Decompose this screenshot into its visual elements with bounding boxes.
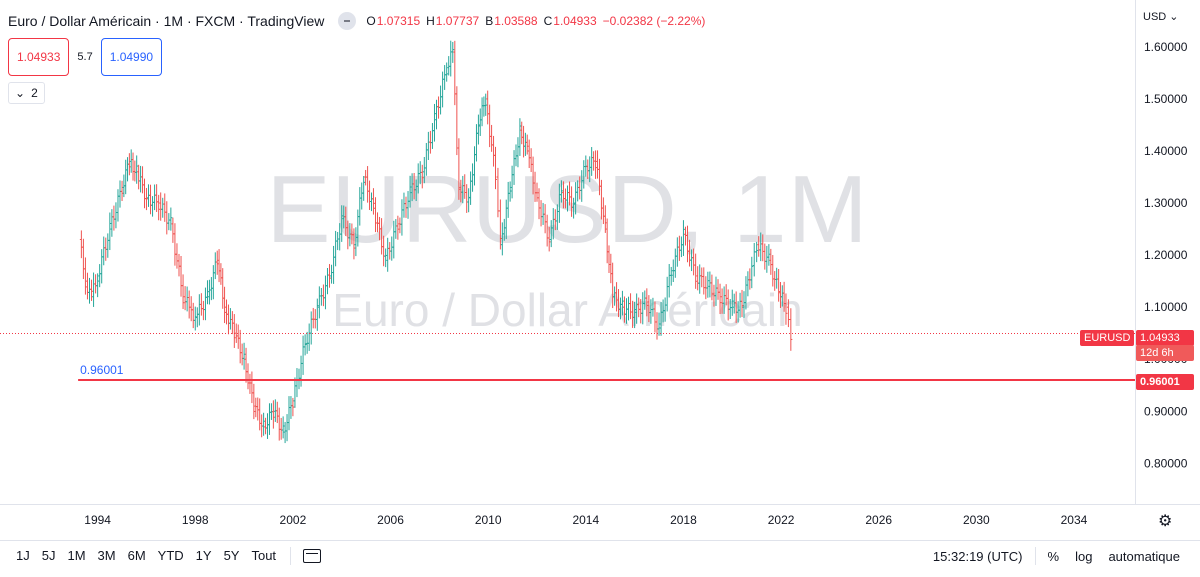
x-tick-label: 2018 (670, 513, 697, 527)
scale-tools: 15:32:19 (UTC) % log automatique (925, 541, 1188, 571)
buy-button[interactable]: 1.04990 (100, 38, 163, 76)
symbol-legend: Euro / Dollar Américain · 1M · FXCM · Tr… (8, 12, 705, 30)
trade-panel: 1.04933 5.7 1.04990 (8, 38, 163, 76)
change-value: −0.02382 (−2.22%) (602, 14, 706, 28)
horizontal-line-label: 0.96001 (80, 363, 124, 377)
range-button-6m[interactable]: 6M (127, 548, 146, 563)
range-button-3m[interactable]: 3M (97, 548, 116, 563)
range-button-1m[interactable]: 1M (67, 548, 86, 563)
visibility-toggle-icon[interactable] (338, 12, 357, 30)
x-tick-label: 2026 (865, 513, 892, 527)
chevron-down-icon: ⌄ (1169, 11, 1179, 23)
indicator-count: 2 (31, 86, 38, 100)
divider (1034, 547, 1036, 565)
low-value: 1.03588 (494, 14, 538, 28)
open-label: O (366, 14, 376, 28)
indicators-collapse-button[interactable]: ⌄ 2 (8, 82, 45, 104)
chevron-down-icon: ⌄ (15, 86, 26, 100)
calendar-icon[interactable] (303, 548, 322, 563)
y-tick-label: 1.20000 (1144, 248, 1188, 262)
countdown-badge: 12d 6h (1136, 345, 1194, 361)
y-tick-label: 1.60000 (1144, 40, 1188, 54)
range-button-tout[interactable]: Tout (251, 548, 277, 563)
range-button-1j[interactable]: 1J (16, 548, 30, 563)
percent-toggle[interactable]: % (1047, 548, 1060, 564)
high-label: H (426, 14, 435, 28)
x-tick-label: 2034 (1061, 513, 1088, 527)
y-tick-label: 0.80000 (1144, 456, 1188, 470)
range-button-1y[interactable]: 1Y (195, 548, 212, 563)
last-price-badge: 1.04933 (1136, 330, 1194, 346)
x-tick-label: 2010 (475, 513, 502, 527)
gear-icon[interactable]: ⚙ (1158, 513, 1173, 530)
currency-label: USD (1143, 11, 1167, 23)
x-tick-label: 1994 (84, 513, 111, 527)
y-tick-label: 1.10000 (1144, 300, 1188, 314)
range-buttons: 1J 5J 1M 3M 6M YTD 1Y 5Y Tout (10, 548, 282, 563)
x-tick-label: 2014 (572, 513, 599, 527)
y-tick-label: 1.40000 (1144, 144, 1188, 158)
x-tick-label: 2030 (963, 513, 990, 527)
y-tick-label: 1.30000 (1144, 196, 1188, 210)
price-axis[interactable] (1135, 0, 1200, 505)
sell-button[interactable]: 1.04933 (8, 38, 70, 76)
open-value: 1.07315 (376, 14, 421, 28)
ohlc-values: O1.07315 H1.07737 B1.03588 C1.04933 −0.0… (366, 14, 705, 28)
x-tick-label: 1998 (182, 513, 209, 527)
hline-price-badge: 0.96001 (1136, 374, 1194, 390)
low-label: B (485, 14, 494, 28)
divider (290, 546, 292, 565)
high-value: 1.07737 (435, 14, 480, 28)
currency-selector[interactable]: USD ⌄ (1143, 10, 1179, 23)
y-tick-label: 0.90000 (1144, 404, 1188, 418)
range-button-5j[interactable]: 5J (41, 548, 56, 563)
watermark-symbol: EURUSD, 1M (266, 156, 869, 263)
spread-value: 5.7 (77, 51, 93, 63)
symbol-badge: EURUSD (1080, 330, 1135, 346)
auto-scale-toggle[interactable]: automatique (1108, 548, 1180, 564)
close-value: 1.04933 (553, 14, 597, 28)
range-button-ytd[interactable]: YTD (157, 548, 184, 563)
bottom-toolbar: 1J 5J 1M 3M 6M YTD 1Y 5Y Tout 15:32:19 (UTC) % l… (0, 540, 1200, 570)
x-tick-label: 2022 (768, 513, 795, 527)
close-label: C (543, 14, 553, 28)
range-button-5y[interactable]: 5Y (223, 548, 240, 563)
x-tick-label: 2002 (280, 513, 307, 527)
time-axis-border (0, 504, 1200, 505)
y-tick-label: 1.50000 (1144, 92, 1188, 106)
x-tick-label: 2006 (377, 513, 404, 527)
symbol-title[interactable]: Euro / Dollar Américain · 1M · FXCM · Tr… (8, 13, 325, 29)
log-toggle[interactable]: log (1075, 548, 1093, 564)
clock-time[interactable]: 15:32:19 (UTC) (932, 548, 1023, 564)
